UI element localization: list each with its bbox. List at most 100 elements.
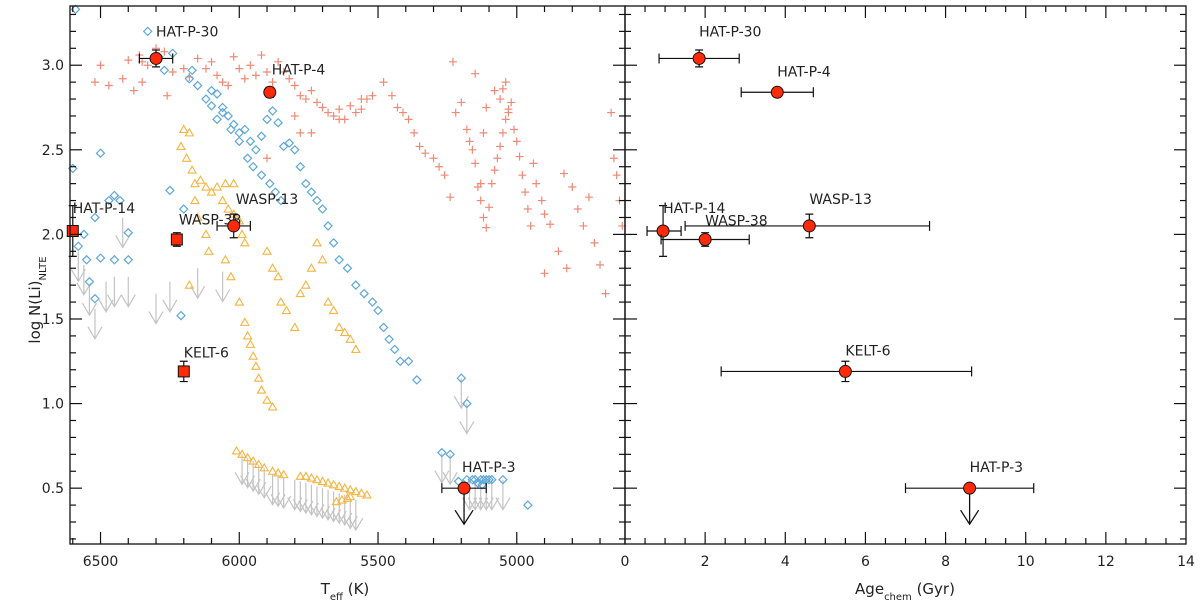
triangle-point bbox=[189, 195, 200, 205]
diamond-point bbox=[270, 187, 281, 197]
cross-point bbox=[609, 154, 618, 163]
triangle-point bbox=[356, 488, 367, 497]
triangle-point bbox=[220, 178, 231, 188]
diamond-point bbox=[403, 356, 414, 367]
cross-point bbox=[290, 81, 299, 90]
cross-point bbox=[554, 247, 563, 256]
triangle-point bbox=[345, 334, 356, 343]
diamond-point bbox=[461, 398, 472, 409]
cross-point bbox=[335, 115, 344, 124]
cross-point bbox=[415, 142, 424, 151]
triangle-point bbox=[223, 203, 234, 213]
cross-point bbox=[351, 108, 360, 117]
triangle-point bbox=[237, 229, 247, 238]
diamond-point bbox=[187, 65, 197, 76]
cross-point bbox=[451, 108, 460, 117]
triangle-point bbox=[187, 164, 198, 174]
diamond-point bbox=[484, 474, 494, 485]
cross-point bbox=[493, 154, 502, 163]
x-axis-label-right-main: Age bbox=[855, 580, 884, 598]
axis-labels: log N(Li)NLTE Teff (K) Agechem (Gyr) bbox=[26, 256, 955, 602]
triangle-point bbox=[312, 474, 322, 484]
cross-point bbox=[490, 86, 499, 95]
target-label: WASP-13 bbox=[236, 192, 299, 208]
diamond-point bbox=[90, 293, 100, 304]
target-hat-p-4: HAT-P-4 bbox=[740, 64, 831, 99]
cross-point bbox=[168, 67, 177, 76]
cross-point bbox=[218, 78, 227, 87]
triangle-point bbox=[262, 246, 272, 255]
x-tick-label: 6000 bbox=[221, 554, 257, 570]
diamond-point bbox=[95, 148, 106, 159]
cross-point bbox=[421, 149, 430, 158]
cross-point bbox=[457, 98, 466, 107]
triangle-point bbox=[273, 467, 284, 477]
target-marker bbox=[227, 219, 241, 233]
y-tick-label: 2.0 bbox=[42, 227, 64, 243]
cross-point bbox=[246, 61, 255, 70]
target-marker bbox=[656, 224, 670, 238]
diamond-point bbox=[373, 305, 383, 316]
diamond-point bbox=[248, 161, 258, 172]
target-marker bbox=[770, 85, 784, 99]
cross-point bbox=[324, 108, 333, 117]
upper-limit-arrow bbox=[76, 264, 92, 297]
cross-point bbox=[507, 98, 516, 107]
triangle-point bbox=[317, 476, 328, 485]
cross-point bbox=[590, 238, 599, 247]
cross-point bbox=[501, 78, 510, 87]
y-tick-label: 1.0 bbox=[42, 397, 64, 413]
cross-point bbox=[498, 128, 507, 137]
cross-point bbox=[479, 213, 488, 222]
cross-point bbox=[224, 81, 233, 90]
target-wasp-38: WASP-38 bbox=[660, 213, 768, 247]
cross-point bbox=[240, 74, 249, 83]
diamond-point bbox=[289, 144, 300, 155]
cross-point bbox=[584, 193, 593, 202]
triangle-point bbox=[331, 496, 342, 506]
diamond-point bbox=[523, 500, 533, 510]
triangle-point bbox=[248, 455, 259, 465]
diamond-point bbox=[359, 288, 369, 299]
y-tick-label: 1.5 bbox=[42, 312, 64, 328]
diamond-point bbox=[84, 276, 95, 287]
target-label: HAT-P-3 bbox=[462, 460, 515, 476]
upper-limit-arrow bbox=[87, 308, 103, 341]
triangle-point bbox=[212, 181, 223, 191]
triangle-point bbox=[259, 462, 270, 472]
upper-limit-arrow bbox=[70, 251, 86, 283]
cross-point bbox=[257, 51, 266, 60]
cross-point bbox=[579, 221, 588, 230]
target-label: HAT-P-30 bbox=[699, 24, 761, 40]
diamond-point bbox=[395, 356, 406, 367]
target-marker bbox=[692, 51, 706, 65]
triangle-point bbox=[178, 124, 189, 134]
cross-point bbox=[129, 86, 138, 95]
upper-limit-arrow bbox=[459, 403, 475, 435]
diamond-point bbox=[90, 212, 100, 223]
diamond-point bbox=[498, 474, 508, 485]
upper-limit-arrow bbox=[292, 481, 308, 513]
cross-point bbox=[368, 91, 377, 100]
cross-point bbox=[274, 57, 283, 66]
upper-limit-arrow bbox=[265, 474, 281, 506]
triangle-point bbox=[306, 472, 317, 482]
cross-point bbox=[179, 64, 188, 73]
triangle-point bbox=[300, 280, 311, 289]
target-label: KELT-6 bbox=[845, 343, 890, 359]
cross-point bbox=[357, 95, 366, 104]
diamond-point bbox=[223, 111, 234, 121]
diamond-point bbox=[206, 85, 217, 96]
triangle-point bbox=[231, 445, 242, 455]
diamond-point bbox=[95, 253, 106, 263]
diamond-point bbox=[342, 263, 353, 274]
cross-point bbox=[235, 64, 244, 73]
triangle-point bbox=[334, 481, 345, 491]
triangle-point bbox=[323, 296, 334, 306]
target-hat-p-14: HAT-P-14 bbox=[646, 201, 725, 257]
triangle-point bbox=[312, 237, 322, 247]
diamond-point bbox=[123, 227, 134, 238]
diamond-point bbox=[445, 449, 456, 460]
diamond-point bbox=[212, 114, 222, 125]
x-axis-label-left-sub: eff bbox=[330, 592, 344, 603]
